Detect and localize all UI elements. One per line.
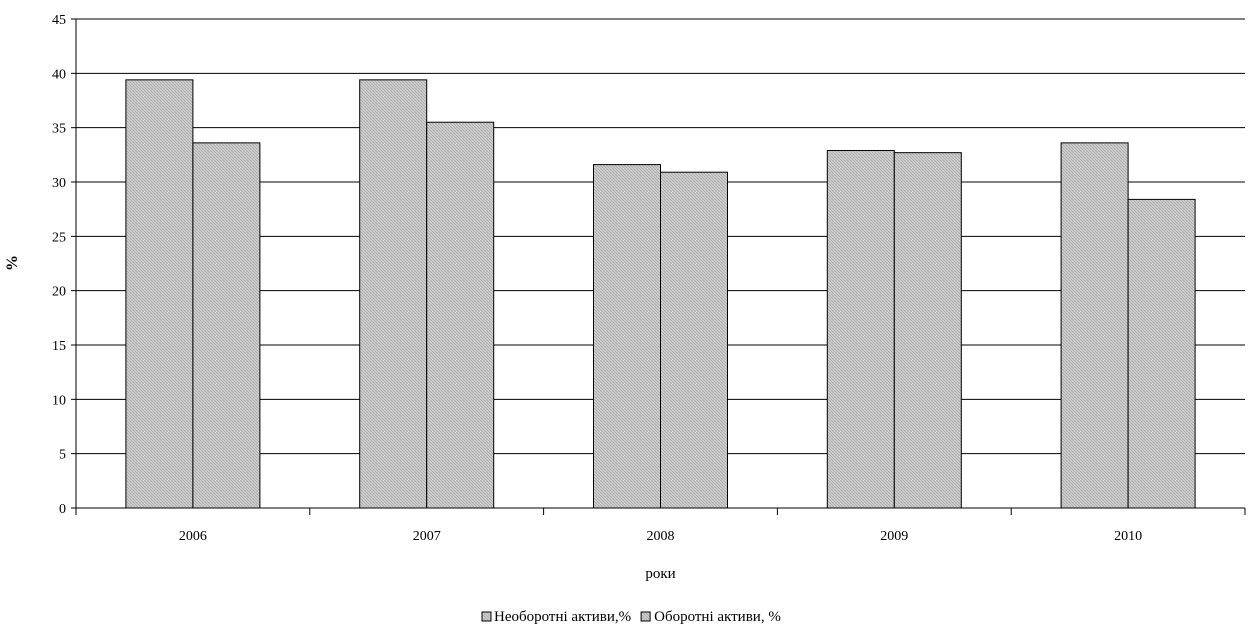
y-tick-label: 30: [52, 176, 66, 191]
bar-series-1-2006: [125, 79, 194, 509]
x-axis-title: роки: [645, 566, 675, 582]
y-tick-label: 35: [52, 122, 66, 137]
bar-series-1-2010: [1060, 142, 1129, 509]
y-tick-label: 15: [52, 339, 66, 354]
bar-series-2-2007: [426, 121, 495, 509]
bar-series-2-2009: [893, 152, 962, 509]
y-tick-label: 5: [59, 448, 66, 463]
bar-series-1-2009: [826, 149, 895, 509]
y-tick-label: 20: [52, 285, 66, 300]
legend-swatch-series-1: [481, 611, 492, 622]
y-tick-labels: 0 5 10 15 20 25 30 35 40 45: [52, 13, 76, 517]
legend: Необоротні активи,% Оборотні активи, %: [481, 609, 781, 625]
x-tick-label: 2006: [179, 529, 207, 544]
legend-label-series-1: Необоротні активи,%: [494, 609, 631, 625]
y-tick-label: 25: [52, 230, 66, 245]
legend-label-series-2: Оборотні активи, %: [654, 609, 781, 625]
bar-series-2-2008: [660, 171, 728, 509]
axes: [75, 19, 1246, 515]
bar-series-2-2006: [192, 142, 261, 509]
y-tick-label: 45: [52, 13, 66, 28]
bar-series-1-2007: [359, 79, 428, 509]
bar-series-2-2010: [1127, 198, 1196, 509]
x-tick-label: 2007: [413, 529, 441, 544]
y-tick-label: 10: [52, 393, 66, 408]
x-tick-label: 2010: [1114, 529, 1142, 544]
y-tick-label: 0: [59, 502, 66, 517]
x-tick-label: 2008: [647, 529, 675, 544]
y-axis-title: %: [4, 255, 21, 271]
bars: [125, 79, 1196, 509]
y-tick-label: 40: [52, 67, 66, 82]
bar-series-1-2008: [593, 164, 661, 509]
x-tick-label: 2009: [880, 529, 908, 544]
legend-swatch-series-2: [640, 611, 651, 622]
x-tick-labels: 2006 2007 2008 2009 2010: [179, 529, 1142, 544]
